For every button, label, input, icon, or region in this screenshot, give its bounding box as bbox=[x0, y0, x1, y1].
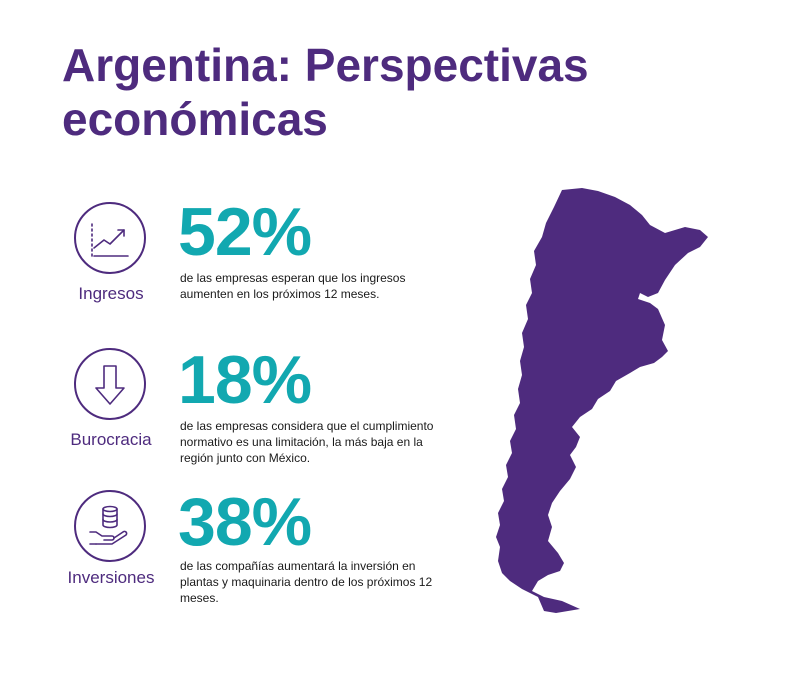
stat-burocracia: Burocracia 18% de las empresas considera… bbox=[0, 338, 500, 478]
stat-label: Ingresos bbox=[78, 284, 144, 303]
stat-value: 52% bbox=[178, 194, 312, 270]
coins-in-hand-icon bbox=[74, 490, 146, 562]
argentina-map-icon bbox=[490, 185, 720, 620]
stat-inversiones: Inversiones 38% de las compañías aumenta… bbox=[0, 482, 500, 622]
stat-label: Inversiones bbox=[67, 568, 155, 587]
page-title: Argentina: Perspectivas económicas bbox=[62, 39, 589, 145]
stat-ingresos: Ingresos 52% de las empresas esperan que… bbox=[0, 190, 500, 330]
stat-description: de las empresas esperan que los ingresos… bbox=[180, 271, 406, 301]
down-arrow-icon bbox=[74, 348, 146, 420]
trend-up-chart-icon bbox=[74, 202, 146, 274]
stat-value: 18% bbox=[178, 342, 312, 418]
stat-description: de las compañías aumentará la inversión … bbox=[180, 559, 433, 605]
stat-label: Burocracia bbox=[70, 430, 152, 449]
stat-value: 38% bbox=[178, 484, 312, 560]
stat-description: de las empresas considera que el cumplim… bbox=[180, 419, 434, 465]
